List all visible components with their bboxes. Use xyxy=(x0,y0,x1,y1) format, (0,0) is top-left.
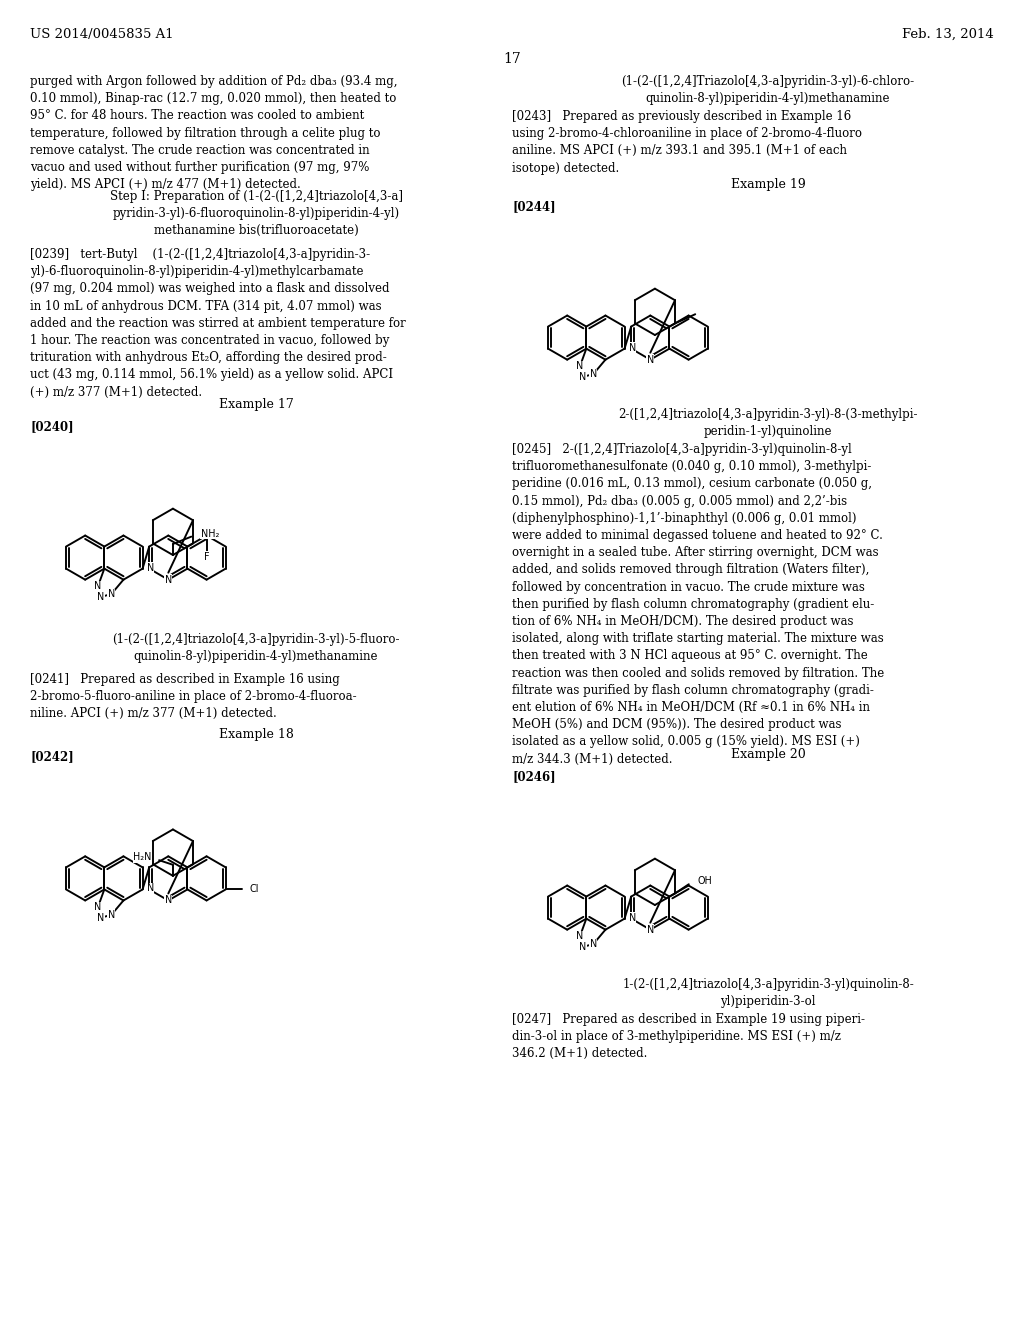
Text: Cl: Cl xyxy=(250,884,259,895)
Text: N: N xyxy=(577,932,584,941)
Text: Feb. 13, 2014: Feb. 13, 2014 xyxy=(902,28,994,41)
Text: OH: OH xyxy=(698,876,713,887)
Text: NH₂: NH₂ xyxy=(201,529,219,539)
Text: N: N xyxy=(647,355,654,364)
Text: N: N xyxy=(108,589,115,599)
Text: N: N xyxy=(97,912,104,923)
Text: 2-([1,2,4]triazolo[4,3-a]pyridin-3-yl)-8-(3-methylpi-
peridin-1-yl)quinoline: 2-([1,2,4]triazolo[4,3-a]pyridin-3-yl)-8… xyxy=(618,408,918,438)
Text: Example 18: Example 18 xyxy=(218,729,294,741)
Text: (1-(2-([1,2,4]triazolo[4,3-a]pyridin-3-yl)-5-fluoro-
quinolin-8-yl)piperidin-4-y: (1-(2-([1,2,4]triazolo[4,3-a]pyridin-3-y… xyxy=(113,634,399,663)
Text: N: N xyxy=(165,895,172,906)
Text: US 2014/0045835 A1: US 2014/0045835 A1 xyxy=(30,28,174,41)
Text: N: N xyxy=(94,581,101,591)
Text: H₂N: H₂N xyxy=(133,853,152,862)
Text: N: N xyxy=(580,942,587,952)
Text: [0240]: [0240] xyxy=(30,420,74,433)
Text: Step I: Preparation of (1-(2-([1,2,4]triazolo[4,3-a]
pyridin-3-yl)-6-fluoroquino: Step I: Preparation of (1-(2-([1,2,4]tri… xyxy=(110,190,402,238)
Text: Example 17: Example 17 xyxy=(219,399,293,411)
Text: N: N xyxy=(580,372,587,381)
Text: [0243]   Prepared as previously described in Example 16
using 2-bromo-4-chloroan: [0243] Prepared as previously described … xyxy=(512,110,862,174)
Text: [0247]   Prepared as described in Example 19 using piperi-
din-3-ol in place of : [0247] Prepared as described in Example … xyxy=(512,1012,865,1060)
Text: [0239]   tert-Butyl    (1-(2-([1,2,4]triazolo[4,3-a]pyridin-3-
yl)-6-fluoroquino: [0239] tert-Butyl (1-(2-([1,2,4]triazolo… xyxy=(30,248,406,399)
Text: [0241]   Prepared as described in Example 16 using
2-bromo-5-fluoro-aniline in p: [0241] Prepared as described in Example … xyxy=(30,673,356,721)
Text: N: N xyxy=(590,370,597,379)
Text: (1-(2-([1,2,4]Triazolo[4,3-a]pyridin-3-yl)-6-chloro-
quinolin-8-yl)piperidin-4-y: (1-(2-([1,2,4]Triazolo[4,3-a]pyridin-3-y… xyxy=(622,75,914,106)
Text: [0246]: [0246] xyxy=(512,770,556,783)
Text: 1-(2-([1,2,4]triazolo[4,3-a]pyridin-3-yl)quinolin-8-
yl)piperidin-3-ol: 1-(2-([1,2,4]triazolo[4,3-a]pyridin-3-yl… xyxy=(623,978,913,1008)
Text: Example 19: Example 19 xyxy=(731,178,805,191)
Text: purged with Argon followed by addition of Pd₂ dba₃ (93.4 mg,
0.10 mmol), Binap-r: purged with Argon followed by addition o… xyxy=(30,75,397,191)
Text: N: N xyxy=(146,562,154,573)
Text: N: N xyxy=(94,902,101,912)
Text: N: N xyxy=(146,883,154,894)
Text: N: N xyxy=(647,925,654,935)
Text: N: N xyxy=(590,939,597,949)
Text: N: N xyxy=(97,591,104,602)
Text: N: N xyxy=(165,574,172,585)
Text: N: N xyxy=(108,909,115,920)
Text: N: N xyxy=(629,912,636,923)
Text: [0242]: [0242] xyxy=(30,750,74,763)
Text: [0244]: [0244] xyxy=(512,201,556,213)
Text: F: F xyxy=(204,552,209,562)
Text: [0245]   2-([1,2,4]Triazolo[4,3-a]pyridin-3-yl)quinolin-8-yl
trifluoromethanesul: [0245] 2-([1,2,4]Triazolo[4,3-a]pyridin-… xyxy=(512,444,885,766)
Text: 17: 17 xyxy=(503,51,521,66)
Text: N: N xyxy=(577,362,584,371)
Text: Example 20: Example 20 xyxy=(731,748,805,762)
Text: N: N xyxy=(629,343,636,352)
